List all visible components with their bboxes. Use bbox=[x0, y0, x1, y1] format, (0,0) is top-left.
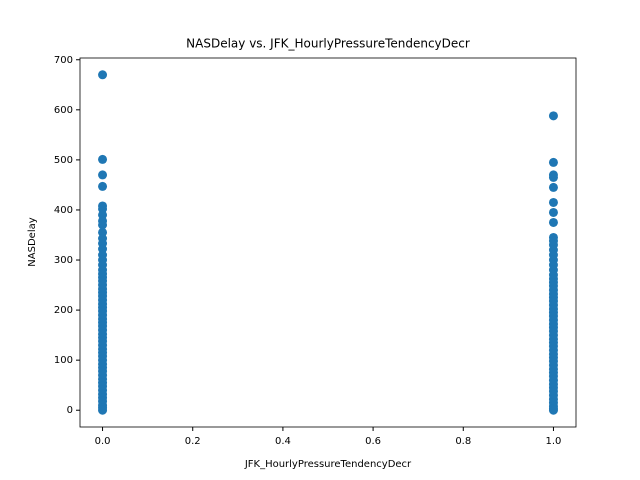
x-tick-label: 0.6 bbox=[365, 436, 381, 447]
point bbox=[548, 197, 558, 207]
point bbox=[98, 170, 108, 180]
point bbox=[548, 172, 558, 182]
x-tick-label: 0.2 bbox=[185, 436, 201, 447]
y-tick-label: 500 bbox=[54, 155, 73, 166]
x-tick-label: 1.0 bbox=[546, 436, 562, 447]
point bbox=[548, 157, 558, 167]
point bbox=[548, 111, 558, 121]
x-tick-label: 0.0 bbox=[95, 436, 111, 447]
y-tick-label: 400 bbox=[54, 205, 73, 216]
y-tick-label: 0 bbox=[67, 405, 73, 416]
point bbox=[548, 217, 558, 227]
point bbox=[548, 405, 558, 415]
x-tick-label: 0.4 bbox=[275, 436, 291, 447]
y-tick-label: 200 bbox=[54, 305, 73, 316]
point bbox=[548, 182, 558, 192]
y-axis-label: NASDelay bbox=[27, 217, 38, 266]
x-tick-label: 0.8 bbox=[455, 436, 471, 447]
y-tick-label: 300 bbox=[54, 255, 73, 266]
y-tick-label: 600 bbox=[54, 105, 73, 116]
chart-title: NASDelay vs. JFK_HourlyPressureTendencyD… bbox=[186, 37, 470, 51]
plot-frame bbox=[79, 57, 577, 428]
point bbox=[98, 405, 108, 415]
point bbox=[98, 70, 108, 80]
y-tick-label: 100 bbox=[54, 355, 73, 366]
point bbox=[98, 220, 108, 230]
x-axis-label: JFK_HourlyPressureTendencyDecr bbox=[244, 459, 412, 470]
point bbox=[98, 181, 108, 191]
point bbox=[548, 207, 558, 217]
point bbox=[98, 154, 108, 164]
y-tick-label: 700 bbox=[54, 55, 73, 66]
